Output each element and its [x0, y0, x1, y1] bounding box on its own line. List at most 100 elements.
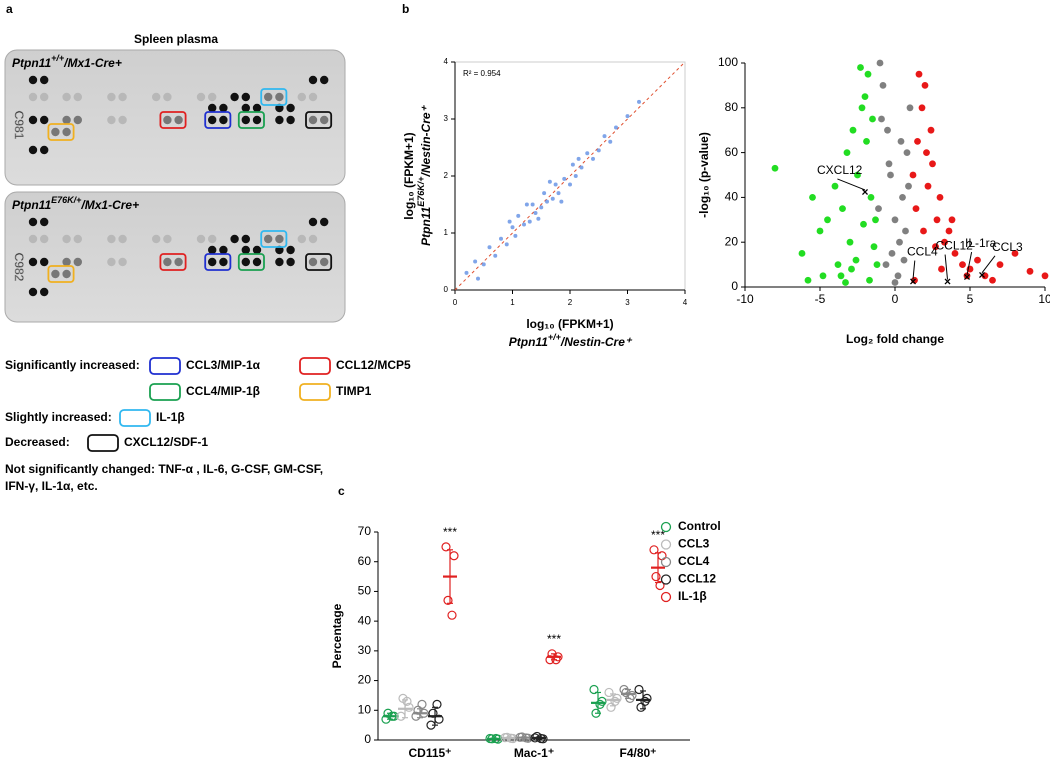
- point: [819, 272, 827, 280]
- array-spot: [62, 127, 71, 137]
- point: [873, 261, 881, 268]
- point-marker: ×: [861, 185, 868, 199]
- y-tick-label: 20: [358, 673, 372, 687]
- membrane: [4, 49, 346, 186]
- point-marker: ×: [944, 275, 951, 289]
- array-spot: [163, 115, 172, 125]
- point: [875, 205, 882, 213]
- y-tick-label: 0: [444, 285, 449, 294]
- array-spot: [118, 234, 127, 244]
- genotype: +/+: [548, 332, 562, 342]
- panel-label: b: [402, 2, 409, 16]
- highlight-box: [159, 111, 187, 129]
- highlight-box: [237, 253, 265, 271]
- point: [655, 580, 665, 591]
- point: [876, 59, 884, 67]
- y-tick-label: 60: [358, 554, 372, 568]
- annotation: CCL3: [992, 240, 1023, 254]
- array-spot: [40, 115, 49, 125]
- array-spot: [241, 234, 250, 244]
- highlight-box: [305, 253, 333, 271]
- point: [507, 219, 512, 224]
- annotation: R² = 0.954: [463, 69, 501, 78]
- point: [432, 699, 442, 709]
- annotation-arrow: [981, 255, 996, 274]
- y-tick-label: 3: [444, 114, 449, 123]
- y-tick-label: 2: [444, 171, 449, 180]
- point: [809, 194, 816, 201]
- point: [996, 261, 1004, 268]
- point: [849, 126, 857, 134]
- point: [887, 171, 894, 179]
- array-spot: [118, 92, 127, 102]
- point: [891, 279, 899, 286]
- array-spot: [308, 115, 318, 125]
- x-tick-label: CD115⁺: [408, 746, 451, 760]
- array-spot: [308, 75, 318, 85]
- point: [921, 82, 929, 89]
- point: [923, 149, 930, 157]
- array-spot: [118, 115, 127, 125]
- legend-heading: Decreased:: [5, 435, 70, 449]
- point: [989, 276, 996, 284]
- point: [906, 104, 914, 112]
- point: [464, 270, 469, 275]
- legend-marker: [660, 556, 672, 568]
- point: [857, 64, 864, 71]
- array-spot: [174, 115, 183, 125]
- membrane: [4, 191, 346, 323]
- point: [897, 138, 905, 145]
- legend-label: Control: [678, 519, 721, 533]
- x-tick-label: 0: [892, 292, 899, 306]
- array-spot: [107, 115, 116, 125]
- point: [938, 265, 945, 273]
- point: [536, 216, 541, 221]
- x-tick-label: 3: [625, 298, 630, 307]
- point: [1041, 272, 1049, 280]
- point: [533, 211, 538, 216]
- highlight-box: [204, 111, 232, 129]
- point: [909, 171, 917, 179]
- panel-label: c: [338, 484, 345, 498]
- y-tick-label: 0: [364, 732, 371, 746]
- point: [905, 182, 912, 190]
- point-marker: ×: [909, 275, 916, 289]
- legend-swatch: [299, 357, 331, 375]
- array-spot: [28, 287, 38, 297]
- point: [981, 272, 989, 280]
- array-spot: [320, 115, 329, 125]
- array-spot: [62, 269, 71, 279]
- legend-marker: [660, 539, 672, 550]
- point: [476, 276, 480, 281]
- annotation-arrow: [944, 254, 948, 280]
- point: [869, 115, 876, 123]
- point: [854, 171, 861, 179]
- point-marker: ×: [978, 268, 985, 282]
- point: [1026, 267, 1034, 275]
- point: [402, 696, 412, 706]
- point: [513, 233, 518, 238]
- point: [585, 151, 590, 156]
- x-tick-label: 2: [568, 298, 573, 307]
- significance: ***: [651, 528, 665, 542]
- highlight-box: [159, 253, 187, 271]
- array-spot: [264, 234, 273, 244]
- array-spot: [286, 103, 295, 113]
- legend-swatch: [119, 409, 151, 427]
- point: [510, 225, 515, 230]
- legend-label: IL-1β: [678, 589, 707, 603]
- y-tick-label: 40: [358, 613, 372, 627]
- point: [443, 595, 453, 605]
- x-tick-label: F4/80⁺: [619, 746, 656, 760]
- array-spot: [163, 234, 172, 244]
- point: [595, 699, 605, 709]
- point: [579, 165, 584, 170]
- array-spot: [62, 234, 71, 244]
- legend-label: TIMP1: [336, 384, 372, 398]
- point: [606, 702, 616, 712]
- point: [816, 227, 824, 235]
- point: [547, 179, 552, 184]
- point: [545, 199, 549, 204]
- point: [858, 104, 866, 112]
- point-marker: ×: [963, 270, 970, 284]
